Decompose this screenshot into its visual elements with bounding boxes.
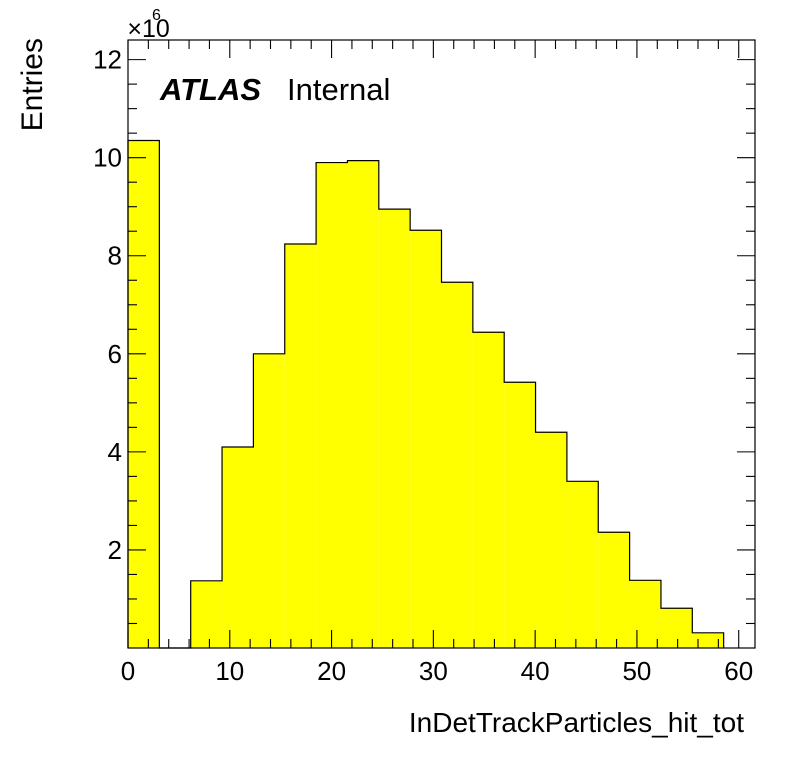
y-tick-label: 8 <box>108 241 122 271</box>
x-tick-label: 30 <box>419 656 448 686</box>
y-tick-label: 10 <box>93 143 122 173</box>
x-tick-label: 60 <box>724 656 753 686</box>
histogram-bars <box>128 140 724 649</box>
x-tick-label: 10 <box>215 656 244 686</box>
y-tick-label: 6 <box>108 339 122 369</box>
tick-labels: 0 10 20 30 40 50 60 2 4 6 8 10 12 <box>93 45 753 686</box>
x-axis-label: InDetTrackParticles_hit_tot <box>409 707 744 738</box>
y-tick-label: 4 <box>108 437 122 467</box>
x-tick-label: 0 <box>121 656 135 686</box>
histogram-bin-16 <box>629 580 661 648</box>
histogram-bin-3 <box>222 446 254 648</box>
histogram-bin-13 <box>535 432 567 648</box>
atlas-label: ATLAS <box>159 72 261 107</box>
histogram-bin-17 <box>660 608 693 648</box>
histogram-bin-15 <box>598 532 630 648</box>
y-multiplier-exponent: 6 <box>152 7 161 24</box>
y-multiplier-base: 10 <box>142 15 170 43</box>
histogram-bin-8 <box>378 209 411 648</box>
histogram-bin-12 <box>504 382 536 648</box>
y-axis-label: Entries <box>16 38 49 131</box>
histogram-bin-9 <box>410 230 442 648</box>
histogram-outline <box>127 139 725 649</box>
histogram-bin-10 <box>441 282 473 648</box>
y-tick-label: 2 <box>108 535 122 565</box>
histogram-bin-11 <box>472 332 505 648</box>
x-tick-label: 40 <box>521 656 550 686</box>
histogram-bin-18 <box>692 632 724 648</box>
histogram-bin-4 <box>253 353 285 648</box>
histogram-bin-2 <box>190 580 223 648</box>
y-tick-label: 12 <box>93 45 122 75</box>
x-tick-label: 20 <box>317 656 346 686</box>
internal-label: Internal <box>287 72 390 107</box>
axis-ticks <box>127 40 755 649</box>
x-tick-label: 50 <box>622 656 651 686</box>
histogram-bin-14 <box>566 481 599 648</box>
histogram-bin-6 <box>316 162 348 649</box>
y-multiplier-times: × <box>127 15 142 43</box>
histogram-bin-7 <box>347 160 379 648</box>
histogram-bin-5 <box>284 243 317 649</box>
histogram-bin-0 <box>128 140 160 649</box>
plot-frame <box>127 39 756 649</box>
